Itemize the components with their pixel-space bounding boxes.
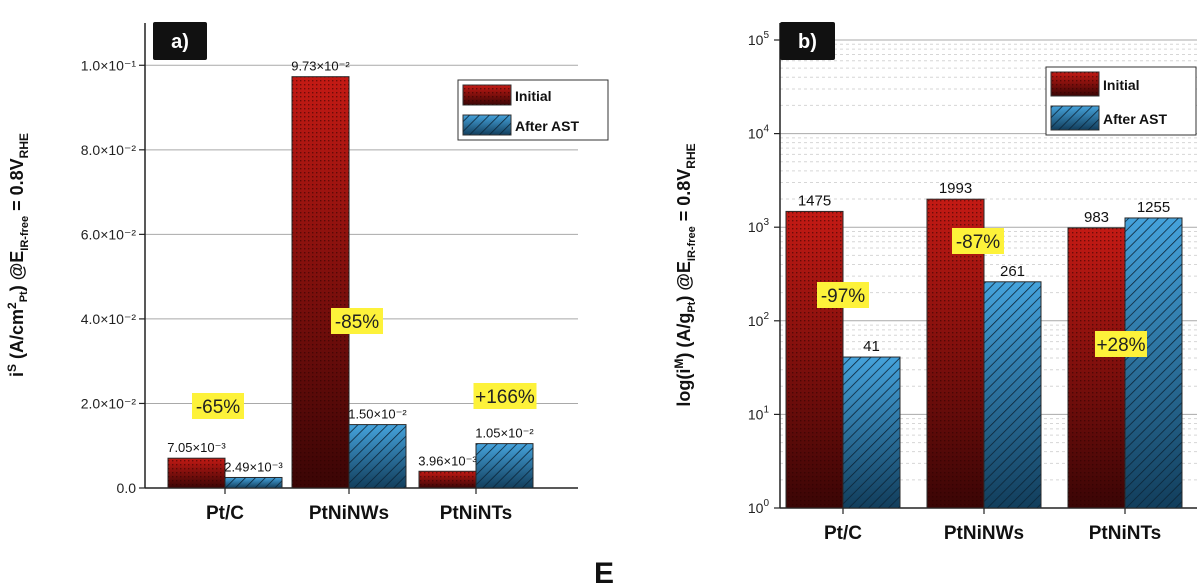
data-label: 2.49×10⁻³	[224, 459, 283, 474]
legend-swatch-after-ast-texture	[463, 115, 511, 135]
change-highlight	[1095, 331, 1147, 357]
legend-swatch-initial-texture	[1051, 72, 1099, 96]
bar-after-ast-texture	[984, 281, 1041, 508]
chart-panel-b: 100 101 102 103 104 105 1475 41 Pt/C -97% 1993 261 P…	[672, 22, 1197, 544]
bar-initial-texture	[419, 471, 476, 488]
change-percent-label: -87%	[956, 232, 1000, 253]
change-percent-label: +166%	[475, 387, 535, 408]
data-label: 1255	[1137, 199, 1170, 216]
x-category-label: PtNiNWs	[309, 503, 389, 524]
change-highlight	[331, 308, 383, 334]
y-tick-label: 101	[748, 404, 770, 422]
y-axis-label: iS (A/cm2Pt) @EIR-free = 0.8VRHE	[5, 133, 31, 377]
change-highlight	[817, 282, 869, 308]
data-label: 7.05×10⁻³	[167, 440, 226, 455]
y-tick-label: 8.0×10⁻²	[81, 142, 137, 158]
y-tick-label: 4.0×10⁻²	[81, 311, 137, 327]
panel-label: a)	[171, 31, 189, 53]
data-label: 983	[1084, 209, 1109, 226]
panel-label: b)	[798, 31, 817, 53]
y-tick-label: 6.0×10⁻²	[81, 226, 137, 242]
data-label: 1.50×10⁻²	[348, 407, 407, 422]
y-tick-label: 100	[748, 498, 770, 516]
y-tick-label: 104	[748, 124, 770, 142]
legend-label: Initial	[515, 88, 552, 104]
change-percent-label: -65%	[196, 397, 240, 418]
x-category-label: PtNiNTs	[440, 503, 512, 524]
change-percent-label: -85%	[335, 312, 379, 333]
change-percent-label: -97%	[821, 286, 865, 307]
legend-label: Initial	[1103, 77, 1140, 93]
y-tick-label: 105	[748, 30, 770, 48]
bar-initial-texture	[168, 458, 225, 488]
data-label: 1475	[798, 192, 831, 209]
bar-after-ast-texture	[1125, 217, 1182, 508]
y-tick-label: 102	[748, 311, 770, 329]
panel-label-box	[780, 22, 835, 60]
y-tick-label: 1.0×10⁻¹	[81, 57, 137, 73]
bar-after-ast-texture	[225, 477, 282, 488]
change-highlight	[473, 383, 537, 409]
data-label: 1993	[939, 180, 972, 197]
bar-after-ast-texture	[349, 424, 406, 488]
x-category-label: PtNiNWs	[944, 523, 1024, 544]
data-label: 3.96×10⁻³	[418, 453, 477, 468]
y-tick-label: 103	[748, 217, 770, 235]
data-label: 1.05×10⁻²	[475, 426, 534, 441]
legend-label: After AST	[1103, 111, 1167, 127]
x-category-label: Pt/C	[824, 523, 862, 544]
y-axis-label: log(iM) (A/gPt) @EIR-free = 0.8VRHE	[672, 143, 698, 406]
data-label: 9.73×10⁻²	[291, 59, 350, 74]
x-category-label: Pt/C	[206, 503, 244, 524]
bar-initial-texture	[786, 211, 843, 508]
panel-label-box	[153, 22, 207, 60]
change-percent-label: +28%	[1096, 335, 1145, 356]
legend-swatch-after-ast-texture	[1051, 106, 1099, 130]
x-category-label: PtNiNTs	[1089, 523, 1161, 544]
chart-panel-a: 0.0 2.0×10⁻² 4.0×10⁻² 6.0×10⁻² 8.0×10⁻² 1.0×1…	[5, 22, 609, 524]
bar-after-ast-texture	[476, 443, 533, 488]
change-highlight	[192, 393, 244, 419]
data-label: 261	[1000, 263, 1025, 280]
data-label: 41	[863, 338, 880, 355]
legend-swatch-initial-texture	[463, 85, 511, 105]
bar-initial-texture	[1068, 227, 1125, 509]
legend-label: After AST	[515, 118, 579, 134]
y-tick-label: 2.0×10⁻²	[81, 395, 137, 411]
y-tick-label: 0.0	[117, 480, 137, 496]
bar-initial-texture	[292, 76, 349, 488]
figure-caption: E	[594, 557, 614, 588]
bar-after-ast-texture	[843, 357, 900, 508]
change-highlight	[952, 228, 1004, 254]
